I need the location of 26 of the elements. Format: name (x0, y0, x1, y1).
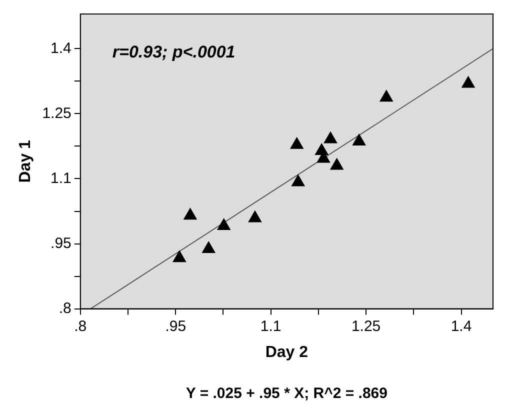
x-tick-label: 1.4 (450, 318, 472, 335)
point (352, 134, 366, 146)
point (330, 158, 344, 170)
point (292, 174, 305, 186)
point (184, 208, 197, 220)
y-tick-label: 1.1 (50, 170, 72, 187)
annotation: r=0.93; p<.0001 (112, 42, 236, 62)
y-tick-label: 1.4 (50, 40, 72, 57)
y-tick-label: 1.25 (42, 104, 72, 122)
point (290, 137, 304, 149)
point (248, 210, 262, 222)
point (202, 241, 216, 253)
point (324, 132, 338, 144)
y-tick-label: .8 (58, 300, 72, 317)
x-tick-label: .8 (74, 318, 87, 335)
point (172, 250, 186, 262)
text: Y = .025 + .95 * X; R^2 = .869 (186, 385, 388, 402)
y-tick-label: .95 (50, 234, 72, 252)
point (380, 90, 393, 102)
x-tick-label: .95 (165, 318, 186, 335)
y-axis-title: Day 1 (17, 140, 34, 183)
x-axis-title: Day 2 (265, 344, 308, 361)
x-tick-label: 1.25 (351, 318, 381, 335)
point (217, 218, 230, 230)
x-tick-label: 1.1 (260, 318, 282, 335)
point (462, 76, 475, 88)
